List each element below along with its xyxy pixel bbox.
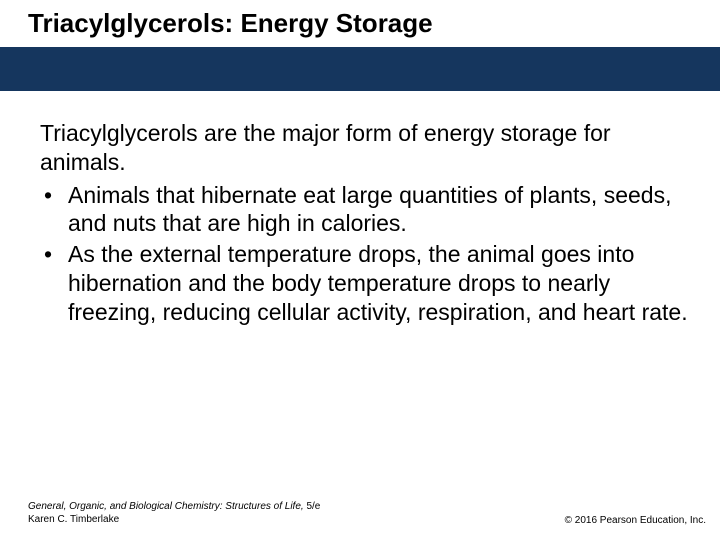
title-area: Triacylglycerols: Energy Storage bbox=[0, 0, 720, 47]
book-title: General, Organic, and Biological Chemist… bbox=[28, 501, 304, 512]
content-area: Triacylglycerols are the major form of e… bbox=[0, 91, 720, 326]
copyright: © 2016 Pearson Education, Inc. bbox=[565, 515, 706, 526]
bullet-item: As the external temperature drops, the a… bbox=[40, 240, 692, 326]
book-edition: 5/e bbox=[304, 501, 321, 512]
bullet-list: Animals that hibernate eat large quantit… bbox=[40, 181, 692, 327]
lead-paragraph: Triacylglycerols are the major form of e… bbox=[40, 119, 692, 177]
slide-title: Triacylglycerols: Energy Storage bbox=[28, 8, 720, 39]
color-band bbox=[0, 47, 720, 91]
author-name: Karen C. Timberlake bbox=[28, 514, 119, 525]
footer-left: General, Organic, and Biological Chemist… bbox=[28, 500, 320, 526]
bullet-item: Animals that hibernate eat large quantit… bbox=[40, 181, 692, 239]
footer: General, Organic, and Biological Chemist… bbox=[0, 500, 720, 526]
